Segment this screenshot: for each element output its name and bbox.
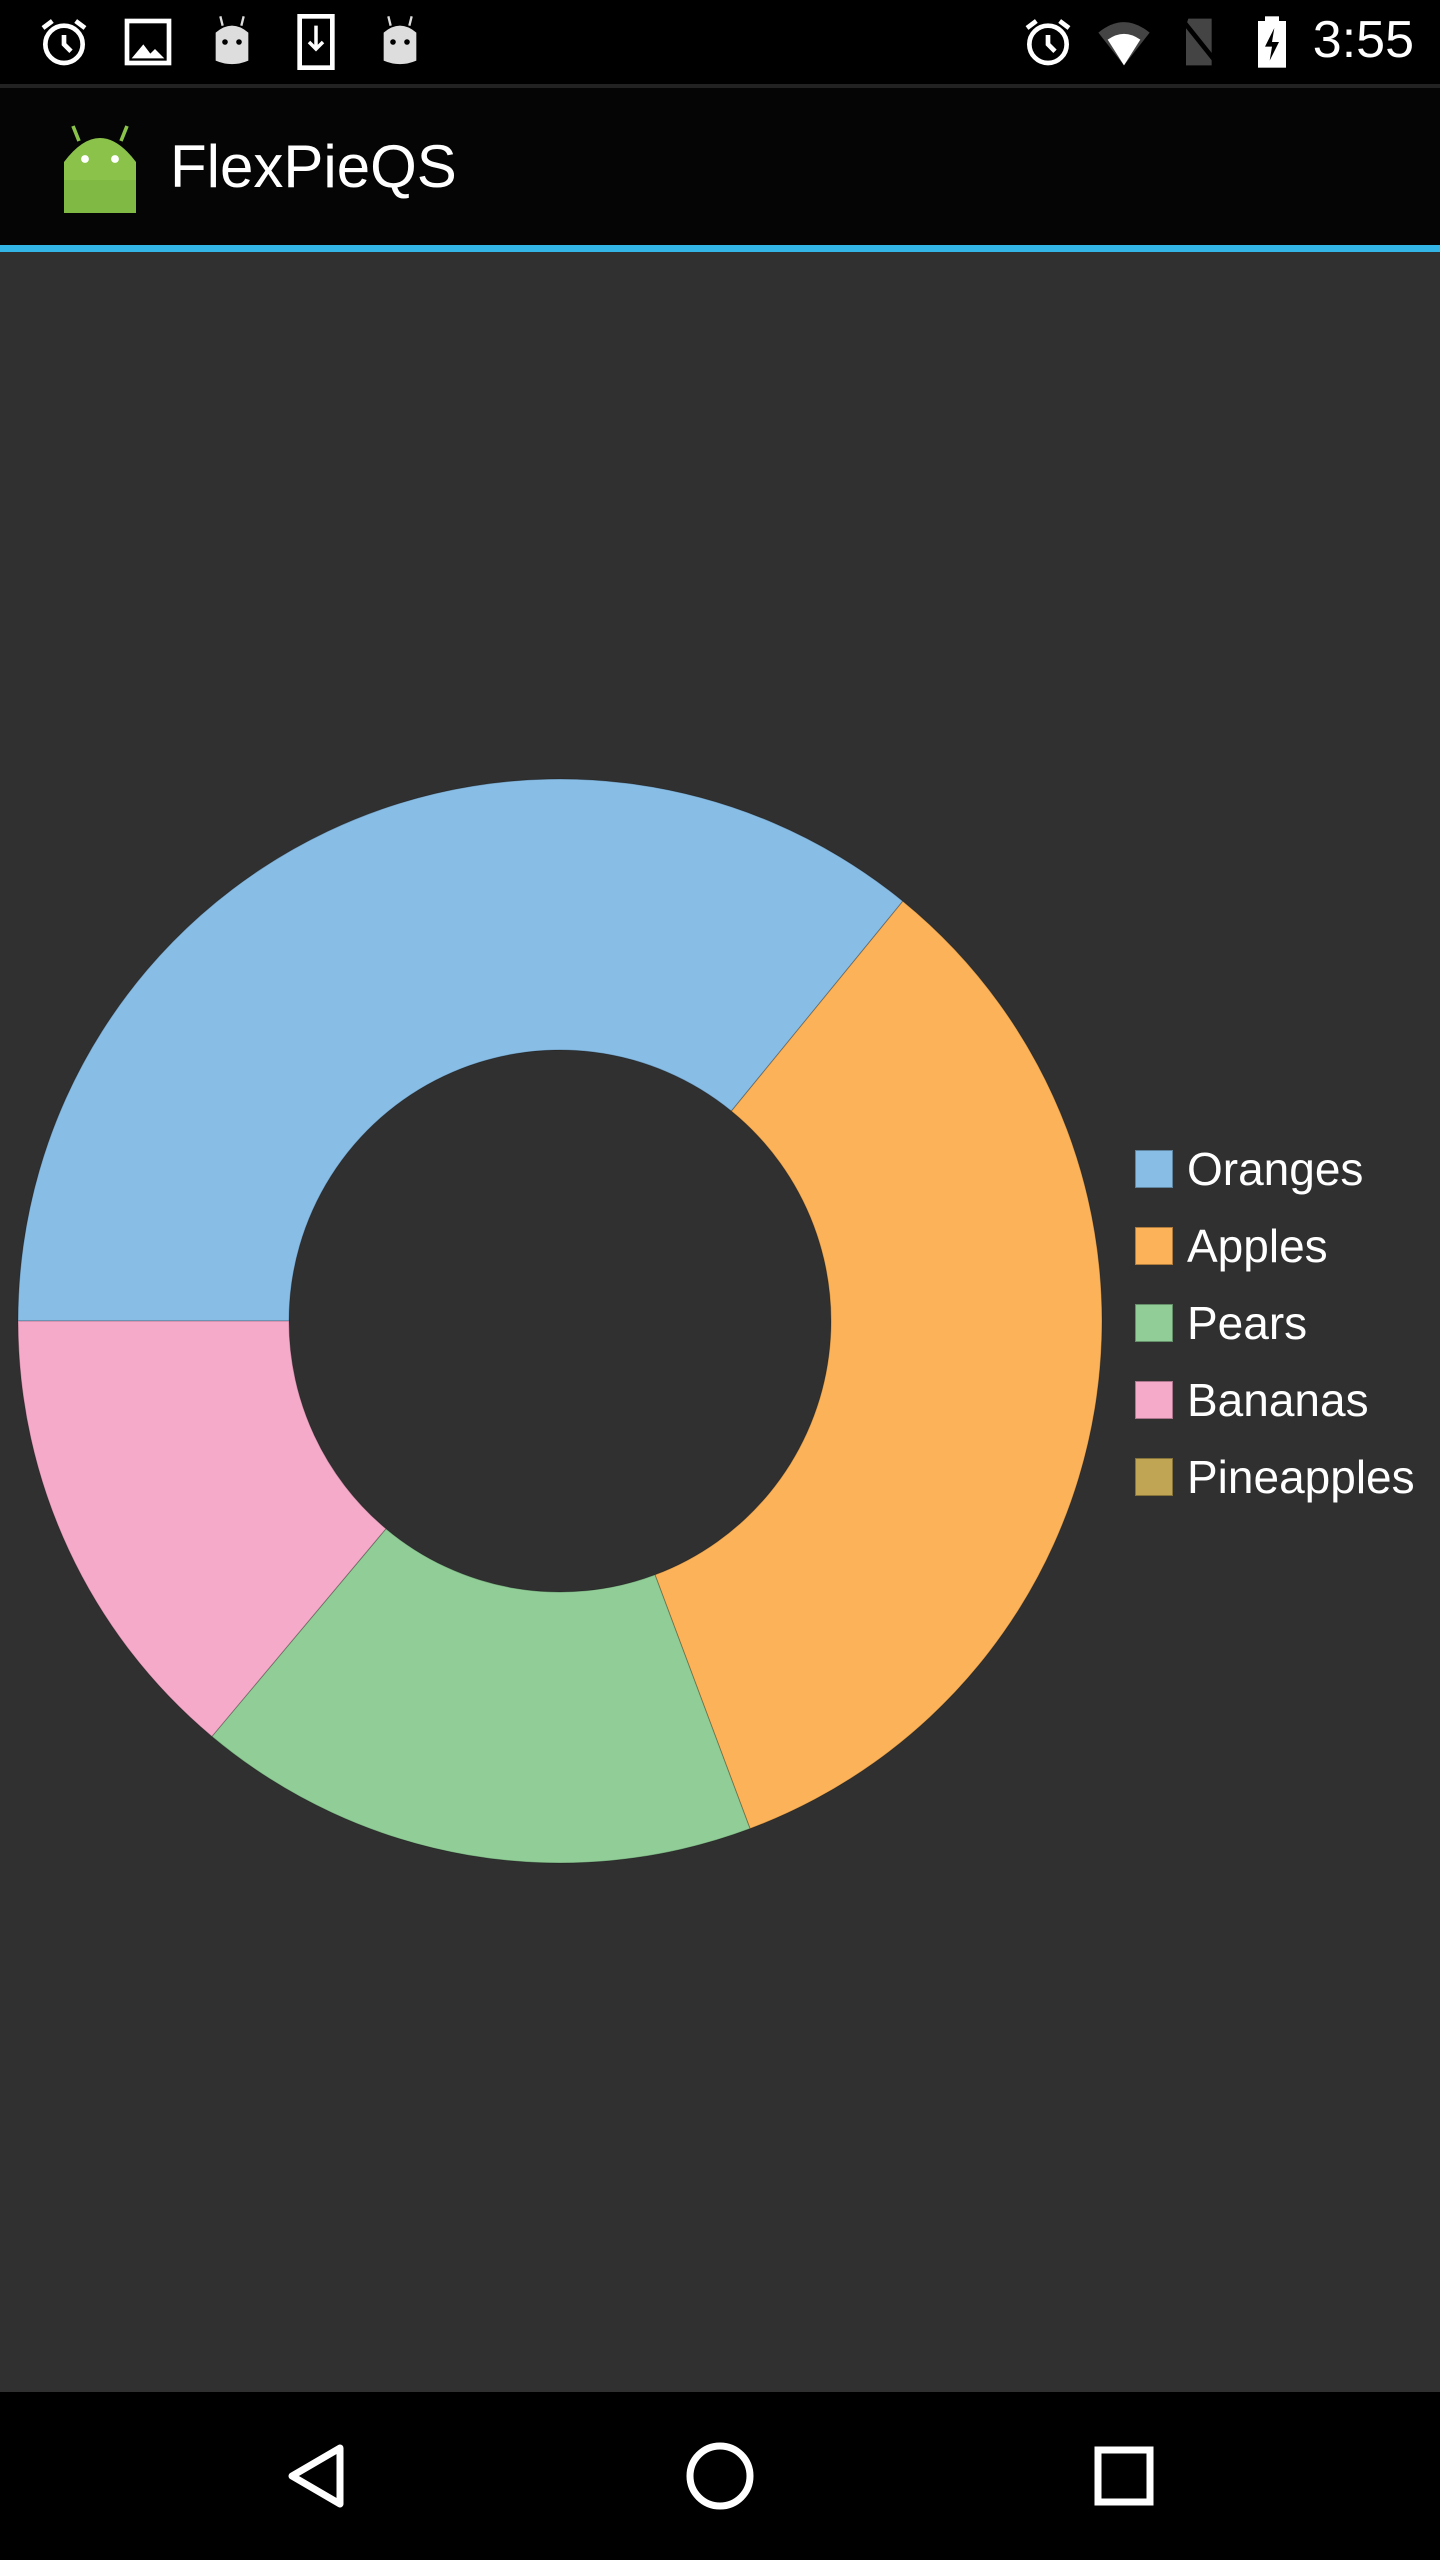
download-icon	[297, 14, 335, 70]
no-sim-icon	[1179, 17, 1221, 67]
legend-item-apples[interactable]: Apples	[1135, 1216, 1328, 1276]
app-title: FlexPieQS	[170, 133, 457, 200]
legend-label: Pears	[1187, 1297, 1308, 1349]
legend-swatch	[1135, 1381, 1173, 1419]
legend-swatch	[1135, 1458, 1173, 1496]
android-icon	[383, 16, 417, 65]
wifi-icon	[1098, 22, 1150, 66]
slice-pears[interactable]	[211, 1528, 751, 1864]
app-bar: FlexPieQS	[0, 88, 1440, 252]
android-icon	[215, 16, 249, 65]
recents-icon[interactable]	[1084, 2436, 1164, 2516]
slice-apples[interactable]	[654, 900, 1103, 1830]
home-icon[interactable]	[680, 2436, 760, 2516]
status-bar: 3:55	[0, 0, 1440, 88]
battery-charging-icon	[1258, 16, 1286, 68]
clock: 3:55	[1312, 11, 1414, 69]
legend-label: Apples	[1187, 1220, 1328, 1272]
legend-item-pineapples[interactable]: Pineapples	[1135, 1447, 1415, 1507]
alarm-icon	[41, 19, 87, 66]
donut-chart	[17, 778, 1103, 1864]
legend-item-bananas[interactable]: Bananas	[1135, 1370, 1369, 1430]
slice-oranges[interactable]	[17, 778, 904, 1322]
navigation-bar	[0, 2392, 1440, 2560]
legend-swatch	[1135, 1227, 1173, 1265]
alarm-icon	[1025, 19, 1071, 66]
legend-swatch	[1135, 1304, 1173, 1342]
image-icon	[124, 18, 172, 66]
legend-item-oranges[interactable]: Oranges	[1135, 1139, 1363, 1199]
legend-label: Oranges	[1187, 1143, 1364, 1195]
slice-bananas[interactable]	[17, 1320, 387, 1738]
android-logo-icon	[64, 125, 136, 213]
back-icon[interactable]	[276, 2436, 356, 2516]
legend-swatch	[1135, 1150, 1173, 1188]
legend-label: Bananas	[1187, 1374, 1369, 1426]
legend-item-pears[interactable]: Pears	[1135, 1293, 1307, 1353]
legend-label: Pineapples	[1187, 1451, 1415, 1503]
